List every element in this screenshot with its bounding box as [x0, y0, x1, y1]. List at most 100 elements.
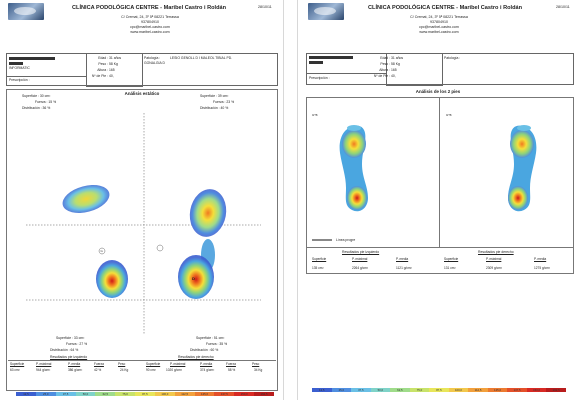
result-left-pmed: 386 g/cm² — [68, 368, 83, 372]
legend-swatch: 87,5 — [135, 392, 155, 396]
pathology-line-1: LESIO GENOLL D I MALEOL TIBIAL PD. — [170, 56, 233, 60]
results-left-title-right: Resultados pie izquierdo — [342, 250, 380, 254]
legend-swatch: 162,5 — [546, 388, 566, 392]
report-date: 28/10/11 — [258, 5, 272, 9]
age-value-right: 31 años — [391, 56, 404, 60]
front-right-force: Fuerza : 23 % — [213, 100, 235, 104]
height-label-right: Altura : — [379, 68, 390, 72]
legend-swatch: 50,0 — [370, 388, 391, 392]
result-left-surface: 63 cm² — [10, 368, 20, 372]
age-label-right: Edad : — [380, 56, 390, 60]
result-header-force-right: Fuerza — [226, 362, 236, 366]
report-date-right: 28/10/11 — [556, 5, 570, 9]
patient-company: INFORMATIC — [9, 66, 30, 70]
clinic-address: C/ Cremat, 24, 3º 5ª 08221 Terrassa 9378… — [75, 15, 225, 35]
dyn-right-pmed: 1275 g/cm² — [534, 266, 550, 270]
result-right-pmed: 374 g/cm² — [200, 368, 215, 372]
redacted-name-right — [309, 56, 353, 59]
dyn-right-surface: 131 cm² — [444, 266, 456, 270]
legend-swatch: 37,5 — [55, 392, 76, 396]
legend-swatch: 25,0 — [331, 388, 352, 392]
legend-swatch: 62,5 — [95, 392, 116, 396]
clinic-address-right: C/ Cremat, 24, 3º 5ª 08221 Terrassa 9378… — [364, 15, 514, 35]
rear-left-force: Fuerza : 27 % — [66, 342, 88, 346]
legend-swatch: 150,0 — [526, 388, 547, 392]
right-report-page: CLÍNICA PODOLÓGICA CENTRE - Maribel Cast… — [298, 0, 580, 400]
dyn-left-surface: 135 cm² — [312, 266, 324, 270]
front-left-surface: Superficie : 30 cm² — [22, 94, 51, 98]
two-feet-analysis-frame — [306, 97, 574, 274]
static-analysis-frame — [6, 89, 278, 391]
weight-label: Peso : — [98, 62, 108, 66]
right-foot-marker: D — [192, 276, 195, 281]
result-left-force: 42 % — [94, 368, 102, 372]
weight-label-right: Peso : — [380, 62, 390, 66]
front-left-distribution: Distribución : 36 % — [22, 106, 51, 110]
results-right-title-right: Resultados pie derecho — [478, 250, 514, 254]
shoe-label: Nº de Pie : — [91, 74, 108, 78]
redacted-name — [9, 57, 55, 60]
weight-value-right: 58 Kg — [391, 62, 400, 66]
result-header-surface-left: Superficie — [10, 362, 25, 366]
pressure-legend-right: 12,5 25,0 37,5 50,0 62,5 75,0 87,5 100,0 112,5 12… — [312, 388, 566, 392]
legend-swatch: 112,5 — [174, 392, 195, 396]
weight-value: 58 Kg — [109, 62, 118, 66]
result-header-pmax-right: P. máximal — [170, 362, 186, 366]
dyn-header-pmed-right: P. media — [534, 257, 547, 261]
result-header-pmed-left: P. media — [68, 362, 81, 366]
front-right-surface: Superficie : 39 cm² — [200, 94, 229, 98]
legend-swatch: 100,0 — [154, 392, 175, 396]
dyn-header-surface-right: Superficie — [444, 257, 459, 261]
shoe-label-right: Nº de Pie : — [373, 74, 390, 78]
dyn-left-pmed: 1121 g/cm² — [396, 266, 412, 270]
legend-swatch: 112,5 — [468, 388, 488, 392]
legend-swatch: 162,5 — [254, 392, 274, 396]
legend-swatch: 125,0 — [194, 392, 215, 396]
height-label: Altura : — [97, 68, 108, 72]
address-line: C/ Cremat, 24, 3º 5ª 08221 Terrassa — [410, 15, 468, 19]
patient-header-table-right — [306, 53, 574, 86]
legend-swatch: 50,0 — [75, 392, 96, 396]
legend-swatch: 137,5 — [507, 388, 527, 392]
static-pressure-map: G D — [26, 113, 261, 335]
result-left-pmax: 944 g/cm² — [36, 368, 51, 372]
legend-swatch: 125,0 — [487, 388, 508, 392]
result-right-surface: 90 cm² — [146, 368, 156, 372]
email-line: cpc@maribel-castro.com — [130, 25, 170, 29]
result-right-force: 58 % — [228, 368, 236, 372]
result-header-pmax-left: P. máximal — [36, 362, 52, 366]
result-header-weight-left: Peso — [118, 362, 126, 366]
age-label: Edad : — [98, 56, 108, 60]
rear-right-distribution: Distribución : 60 % — [190, 348, 219, 352]
clinic-logo — [8, 3, 44, 20]
front-left-force: Fuerza : 15 % — [35, 100, 57, 104]
shoe-value: 40, — [109, 74, 114, 78]
dyn-header-pmed-left: P. media — [396, 257, 409, 261]
shoe-value-right: 40, — [391, 74, 396, 78]
static-analysis-title: Análisis estático — [124, 91, 160, 96]
result-right-pmax: 1020 g/cm² — [166, 368, 182, 372]
legend-swatch: 87,5 — [429, 388, 449, 392]
legend-swatch: 12,5 — [16, 392, 36, 396]
phone-line: 937804910 — [141, 20, 159, 24]
results-right-title: Resultados pie derecho — [178, 355, 214, 359]
email-line: cpc@maribel-castro.com — [419, 25, 459, 29]
legend-swatch: 25,0 — [35, 392, 56, 396]
results-left-title: Resultados pie izquierdo — [50, 355, 88, 359]
legend-swatch: 75,0 — [115, 392, 136, 396]
legend-swatch: 75,0 — [409, 388, 430, 392]
dyn-header-pmax-left: P. máximal — [352, 257, 368, 261]
redacted-id — [9, 62, 23, 65]
pathology-label-right: Patología : — [444, 56, 461, 60]
phone-line: 937804910 — [430, 20, 448, 24]
address-line: C/ Cremat, 24, 3º 5ª 08221 Terrassa — [121, 15, 179, 19]
result-right-weight: 34 Kg — [254, 368, 263, 372]
web-line: www.maribel-castro.com — [130, 30, 170, 34]
legend-swatch: 100,0 — [448, 388, 469, 392]
front-right-distribution: Distribución : 40 % — [200, 106, 229, 110]
progression-line-label: Línea progre — [336, 238, 356, 242]
pressure-legend-left: 12,5 25,0 37,5 50,0 62,5 75,0 87,5 100,0 112,5 12… — [16, 392, 274, 396]
height-value-right: 165 — [391, 68, 397, 72]
legend-swatch: 62,5 — [390, 388, 410, 392]
legend-swatch: 12,5 — [312, 388, 332, 392]
